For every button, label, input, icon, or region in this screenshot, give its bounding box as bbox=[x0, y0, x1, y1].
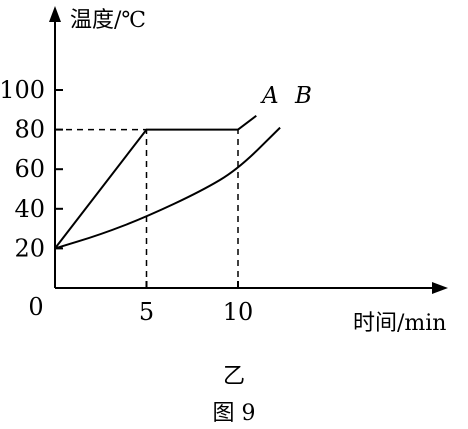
x-axis-arrow bbox=[432, 282, 448, 294]
reference-lines bbox=[55, 128, 239, 288]
y-tick-label: 80 bbox=[14, 116, 45, 144]
series-b-label: B bbox=[294, 83, 312, 109]
y-tick-label: 60 bbox=[14, 155, 45, 183]
x-tick-label: 5 bbox=[139, 298, 154, 326]
x-axis-title: 时间/min bbox=[353, 311, 446, 336]
y-axis-title: 温度/℃ bbox=[70, 8, 146, 33]
series-b-line bbox=[54, 126, 281, 250]
series-a-line bbox=[54, 114, 257, 250]
chart-subtitle: 乙 bbox=[223, 364, 245, 389]
figure-label: 图 9 bbox=[213, 401, 256, 426]
axes bbox=[49, 6, 448, 294]
y-axis-arrow bbox=[49, 6, 61, 22]
y-tick-label: 20 bbox=[14, 234, 45, 262]
x-tick-label: 10 bbox=[223, 298, 254, 326]
series-a-label: A bbox=[260, 83, 279, 109]
y-tick-label: 100 bbox=[0, 76, 45, 104]
series-lines bbox=[54, 114, 281, 250]
origin-label: 0 bbox=[28, 293, 43, 321]
y-tick-label: 40 bbox=[14, 195, 45, 223]
tick-labels: 20 40 60 80 100 5 10 bbox=[0, 76, 253, 326]
